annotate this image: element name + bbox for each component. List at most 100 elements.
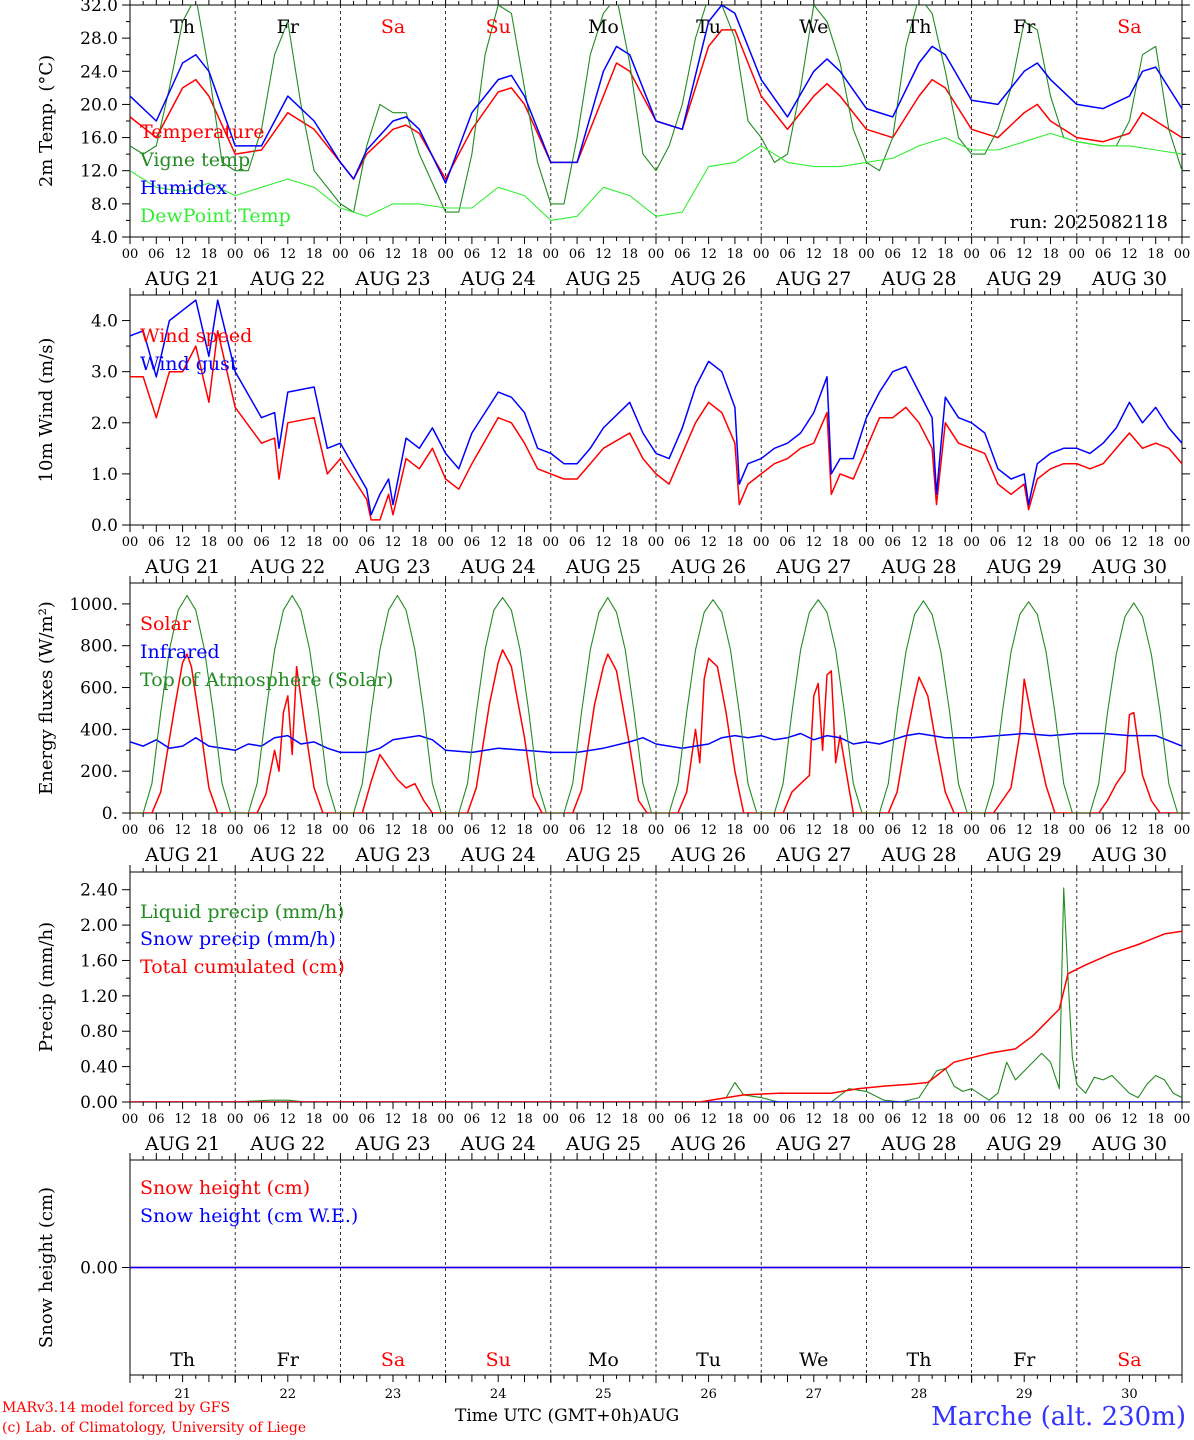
series-line-red	[130, 330, 1182, 521]
hour-tick-label: 00	[1174, 247, 1191, 262]
hour-tick-label: 00	[1069, 247, 1086, 262]
y-tick-label: 4.0	[91, 228, 118, 248]
hour-tick-label: 06	[779, 535, 796, 550]
hour-tick-label: 18	[306, 1112, 323, 1127]
weekday-bottom-label: Tu	[696, 1349, 721, 1371]
hour-tick-label: 18	[1147, 1112, 1164, 1127]
series-line-blue	[130, 5, 1182, 184]
lab-credit: (c) Lab. of Climatology, University of L…	[2, 1420, 307, 1436]
weekday-bottom-label: Sa	[1117, 1349, 1141, 1371]
hour-tick-label: 00	[648, 823, 665, 838]
y-tick-label: 1.60	[80, 951, 118, 971]
hour-tick-label: 18	[832, 247, 849, 262]
series-group	[130, 887, 1182, 1102]
hour-tick-label: 12	[1016, 823, 1033, 838]
date-label: AUG 30	[1091, 268, 1167, 290]
hour-tick-label: 00	[437, 535, 454, 550]
y-tick-label: 32.0	[80, 0, 118, 16]
hour-tick-label: 00	[648, 535, 665, 550]
legend-entry-green: Liquid precip (mm/h)	[140, 901, 344, 923]
date-label: AUG 24	[460, 1133, 536, 1155]
legend-entry-red: Wind speed	[140, 325, 252, 347]
y-tick-label: 2.00	[80, 916, 118, 936]
hour-tick-label: 18	[727, 823, 744, 838]
hour-tick-label: 18	[201, 1112, 218, 1127]
panel-5: 0.00 Snow height (cm) Snow height (cm) Snow…	[36, 1153, 1190, 1382]
hour-tick-label: 12	[385, 535, 402, 550]
hour-tick-label: 06	[148, 1112, 165, 1127]
date-label: AUG 24	[460, 844, 536, 866]
hour-tick-label: 12	[595, 535, 612, 550]
y-tick-label: 400.	[80, 720, 118, 740]
hour-tick-label: 00	[122, 535, 139, 550]
hour-tick-label: 06	[464, 535, 481, 550]
hour-tick-label: 00	[543, 1112, 560, 1127]
y-tick-label: 2.0	[91, 414, 118, 434]
date-label: AUG 28	[880, 268, 956, 290]
date-label: AUG 28	[880, 556, 956, 578]
y-tick-label: 0.0	[91, 516, 118, 536]
hour-tick-label: 12	[490, 247, 507, 262]
y-tick-label: 1.20	[80, 987, 118, 1007]
day-number-label: 25	[595, 1387, 612, 1402]
y-tick-label: 800.	[80, 637, 118, 657]
hour-tick-label: 00	[437, 247, 454, 262]
y-axis-title: Snow height (cm)	[36, 1187, 57, 1348]
hour-tick-label: 18	[621, 247, 638, 262]
hour-tick-label: 00	[1069, 823, 1086, 838]
hour-tick-label: 18	[727, 535, 744, 550]
hour-tick-label: 12	[174, 1112, 191, 1127]
date-label: AUG 27	[775, 844, 851, 866]
weekday-top-label: We	[799, 16, 828, 38]
hour-tick-label: 06	[358, 535, 375, 550]
y-tick-label: 20.0	[80, 95, 118, 115]
y-tick-label: 4.0	[91, 312, 118, 332]
hour-tick-label: 12	[595, 247, 612, 262]
date-label: AUG 21	[144, 844, 220, 866]
hour-tick-label: 12	[1121, 247, 1138, 262]
hour-tick-label: 18	[1042, 823, 1059, 838]
y-tick-label: 28.0	[80, 29, 118, 49]
series-line-green	[130, 594, 1182, 813]
hour-tick-label: 18	[201, 247, 218, 262]
legend-entry-lightgreen: DewPoint Temp	[140, 205, 291, 227]
hour-tick-label: 18	[937, 823, 954, 838]
hour-tick-label: 18	[1147, 535, 1164, 550]
hour-tick-label: 00	[753, 1112, 770, 1127]
hour-tick-label: 12	[385, 247, 402, 262]
hour-tick-label: 06	[253, 535, 270, 550]
date-label: AUG 25	[565, 844, 641, 866]
hour-tick-label: 12	[911, 1112, 928, 1127]
hour-tick-label: 18	[621, 823, 638, 838]
hour-tick-label: 18	[1147, 247, 1164, 262]
hour-tick-label: 06	[148, 247, 165, 262]
legend-entry-red: Temperature	[140, 121, 264, 143]
time-axis-label: Time UTC (GMT+0h)	[455, 1406, 640, 1426]
panel-4: 0.00 0.40 0.80 1.20 1.60 2.00 2.40 Precip (mm/h…	[36, 865, 1190, 1155]
hour-tick-label: 18	[411, 1112, 428, 1127]
hour-tick-label: 06	[779, 823, 796, 838]
hour-tick-label: 06	[990, 1112, 1007, 1127]
y-tick-label: 0.80	[80, 1022, 118, 1042]
legend-entry-green: Top of Atmosphere (Solar)	[140, 669, 393, 691]
legend-entry-blue: Humidex	[140, 177, 227, 199]
y-tick-label: 0.00	[80, 1093, 118, 1113]
run-annotation: run: 2025082118	[1010, 212, 1168, 233]
date-label: AUG 22	[249, 268, 325, 290]
date-label: AUG 26	[670, 268, 746, 290]
date-label: AUG 29	[986, 844, 1062, 866]
hour-tick-label: 18	[411, 247, 428, 262]
weekday-bottom-label: Fr	[1013, 1349, 1036, 1371]
panel-1: 4.0 8.0 12.0 16.0 20.0 24.0 28.0 32.0 2m Temp. (…	[36, 0, 1190, 290]
hour-tick-label: 00	[963, 247, 980, 262]
hour-tick-label: 12	[806, 823, 823, 838]
hour-tick-label: 12	[700, 1112, 717, 1127]
series-line-green	[130, 5, 1182, 213]
y-axis-title: Energy fluxes (W/m²)	[36, 601, 57, 795]
hour-tick-label: 06	[464, 823, 481, 838]
date-label: AUG 30	[1091, 844, 1167, 866]
y-tick-label: 600.	[80, 679, 118, 699]
date-label: AUG 28	[880, 844, 956, 866]
weekday-top-label: Tu	[696, 16, 721, 38]
